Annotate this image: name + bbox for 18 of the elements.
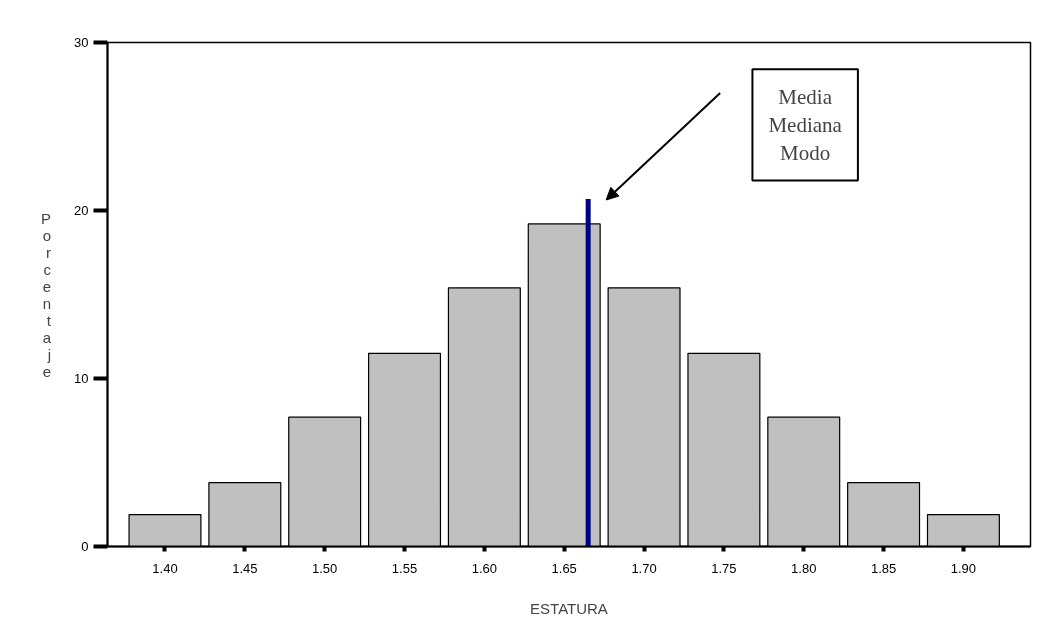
x-tick-label: 1.60 (471, 560, 498, 576)
y-tick-label: 0 (81, 539, 89, 554)
annotation: Media Mediana Modo (768, 85, 843, 165)
x-tick-label: 1.75 (711, 560, 737, 576)
x-tick-label: 1.85 (870, 560, 897, 576)
x-tick-label: 1.65 (551, 560, 577, 576)
x-tick-label: 1.45 (232, 560, 258, 576)
x-tick-label: 1.90 (950, 560, 977, 576)
x-tick-label: 1.50 (312, 560, 338, 576)
x-tick-label: 1.40 (152, 560, 178, 576)
x-tick-label: 1.70 (631, 560, 657, 576)
y-tick-label: 10 (74, 371, 89, 386)
y-tick-label: 20 (74, 203, 89, 218)
x-tick-label: 1.80 (791, 560, 817, 576)
text: Porcentaje (41, 209, 52, 380)
y-tick-label: 30 (74, 35, 89, 50)
x-axis-title: ESTATURA (530, 599, 608, 617)
x-tick-label: 1.55 (391, 560, 418, 576)
